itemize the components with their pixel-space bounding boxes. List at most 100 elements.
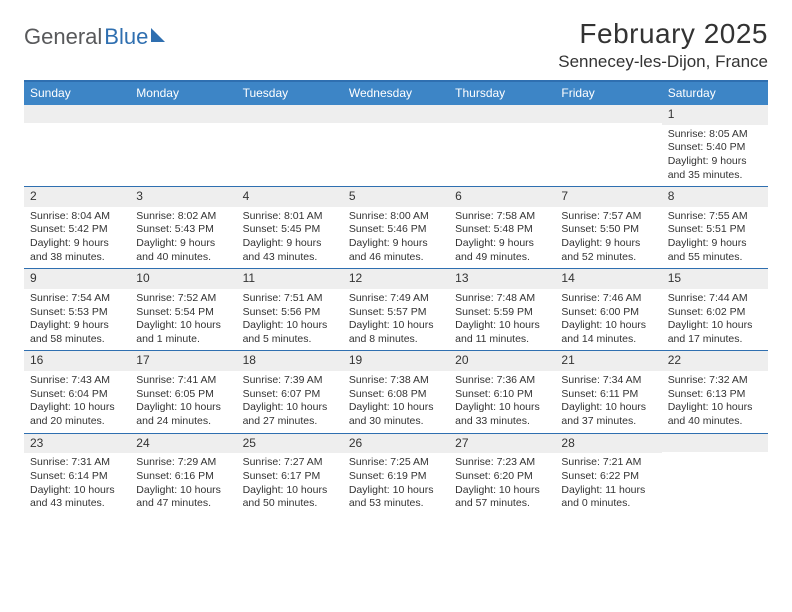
daylight-text: Daylight: 10 hours and 50 minutes.: [243, 484, 337, 511]
sunrise-text: Sunrise: 7:29 AM: [136, 456, 230, 470]
day-number: 11: [237, 269, 343, 289]
day-number: 13: [449, 269, 555, 289]
day-number: 24: [130, 434, 236, 454]
daylight-text: Daylight: 10 hours and 24 minutes.: [136, 401, 230, 428]
day-body: Sunrise: 7:49 AMSunset: 5:57 PMDaylight:…: [343, 289, 449, 351]
daylight-text: Daylight: 10 hours and 43 minutes.: [30, 484, 124, 511]
sunrise-text: Sunrise: 8:02 AM: [136, 210, 230, 224]
day-body: Sunrise: 7:57 AMSunset: 5:50 PMDaylight:…: [555, 207, 661, 269]
day-body: Sunrise: 7:29 AMSunset: 6:16 PMDaylight:…: [130, 453, 236, 515]
daylight-text: Daylight: 9 hours and 49 minutes.: [455, 237, 549, 264]
sunset-text: Sunset: 5:56 PM: [243, 306, 337, 320]
sunrise-text: Sunrise: 7:41 AM: [136, 374, 230, 388]
sunset-text: Sunset: 5:40 PM: [668, 141, 762, 155]
sunset-text: Sunset: 6:07 PM: [243, 388, 337, 402]
sunrise-text: Sunrise: 7:27 AM: [243, 456, 337, 470]
day-body: Sunrise: 8:00 AMSunset: 5:46 PMDaylight:…: [343, 207, 449, 269]
sunset-text: Sunset: 6:16 PM: [136, 470, 230, 484]
sunset-text: Sunset: 5:57 PM: [349, 306, 443, 320]
sunrise-text: Sunrise: 8:00 AM: [349, 210, 443, 224]
day-number: 23: [24, 434, 130, 454]
daylight-text: Daylight: 9 hours and 38 minutes.: [30, 237, 124, 264]
day-body: Sunrise: 7:25 AMSunset: 6:19 PMDaylight:…: [343, 453, 449, 515]
sunset-text: Sunset: 5:48 PM: [455, 223, 549, 237]
daylight-text: Daylight: 9 hours and 52 minutes.: [561, 237, 655, 264]
weekday-header: Thursday: [449, 82, 555, 105]
day-number: 10: [130, 269, 236, 289]
day-body: Sunrise: 7:46 AMSunset: 6:00 PMDaylight:…: [555, 289, 661, 351]
sunrise-text: Sunrise: 7:49 AM: [349, 292, 443, 306]
week-row: 16Sunrise: 7:43 AMSunset: 6:04 PMDayligh…: [24, 350, 768, 432]
day-number: 18: [237, 351, 343, 371]
day-body: Sunrise: 7:44 AMSunset: 6:02 PMDaylight:…: [662, 289, 768, 351]
sunrise-text: Sunrise: 7:48 AM: [455, 292, 549, 306]
daylight-text: Daylight: 10 hours and 47 minutes.: [136, 484, 230, 511]
week-row: 9Sunrise: 7:54 AMSunset: 5:53 PMDaylight…: [24, 268, 768, 350]
day-number: 4: [237, 187, 343, 207]
day-body: Sunrise: 8:04 AMSunset: 5:42 PMDaylight:…: [24, 207, 130, 269]
day-cell: 1Sunrise: 8:05 AMSunset: 5:40 PMDaylight…: [662, 105, 768, 186]
day-number: 27: [449, 434, 555, 454]
sunset-text: Sunset: 5:59 PM: [455, 306, 549, 320]
logo-word-1: General: [24, 24, 102, 50]
location-subtitle: Sennecey-les-Dijon, France: [558, 52, 768, 72]
day-cell: 26Sunrise: 7:25 AMSunset: 6:19 PMDayligh…: [343, 434, 449, 515]
day-body: Sunrise: 7:51 AMSunset: 5:56 PMDaylight:…: [237, 289, 343, 351]
sunset-text: Sunset: 6:17 PM: [243, 470, 337, 484]
weeks-container: 1Sunrise: 8:05 AMSunset: 5:40 PMDaylight…: [24, 105, 768, 515]
day-body: Sunrise: 7:38 AMSunset: 6:08 PMDaylight:…: [343, 371, 449, 433]
day-cell: 7Sunrise: 7:57 AMSunset: 5:50 PMDaylight…: [555, 187, 661, 268]
day-cell: [449, 105, 555, 186]
day-number: 3: [130, 187, 236, 207]
sunrise-text: Sunrise: 7:57 AM: [561, 210, 655, 224]
sunrise-text: Sunrise: 8:01 AM: [243, 210, 337, 224]
day-number: 20: [449, 351, 555, 371]
day-body: Sunrise: 8:05 AMSunset: 5:40 PMDaylight:…: [662, 125, 768, 187]
daylight-text: Daylight: 9 hours and 40 minutes.: [136, 237, 230, 264]
day-cell: 28Sunrise: 7:21 AMSunset: 6:22 PMDayligh…: [555, 434, 661, 515]
day-number: 26: [343, 434, 449, 454]
week-row: 23Sunrise: 7:31 AMSunset: 6:14 PMDayligh…: [24, 433, 768, 515]
day-body: Sunrise: 7:58 AMSunset: 5:48 PMDaylight:…: [449, 207, 555, 269]
daylight-text: Daylight: 10 hours and 37 minutes.: [561, 401, 655, 428]
day-body: Sunrise: 7:48 AMSunset: 5:59 PMDaylight:…: [449, 289, 555, 351]
sunrise-text: Sunrise: 7:38 AM: [349, 374, 443, 388]
day-number: [130, 105, 236, 123]
weekday-header: Saturday: [662, 82, 768, 105]
weekday-header: Wednesday: [343, 82, 449, 105]
day-body: Sunrise: 8:01 AMSunset: 5:45 PMDaylight:…: [237, 207, 343, 269]
day-number: 9: [24, 269, 130, 289]
daylight-text: Daylight: 11 hours and 0 minutes.: [561, 484, 655, 511]
sunrise-text: Sunrise: 7:51 AM: [243, 292, 337, 306]
day-body: Sunrise: 7:23 AMSunset: 6:20 PMDaylight:…: [449, 453, 555, 515]
day-number: 1: [662, 105, 768, 125]
logo-triangle-icon: [151, 28, 165, 42]
day-cell: 3 Sunrise: 8:02 AMSunset: 5:43 PMDaylight…: [130, 187, 236, 268]
daylight-text: Daylight: 10 hours and 1 minute.: [136, 319, 230, 346]
day-cell: 6Sunrise: 7:58 AMSunset: 5:48 PMDaylight…: [449, 187, 555, 268]
sunset-text: Sunset: 6:14 PM: [30, 470, 124, 484]
week-row: 1Sunrise: 8:05 AMSunset: 5:40 PMDaylight…: [24, 105, 768, 186]
day-number: 25: [237, 434, 343, 454]
sunrise-text: Sunrise: 7:52 AM: [136, 292, 230, 306]
weekday-header: Sunday: [24, 82, 130, 105]
day-number: 19: [343, 351, 449, 371]
day-cell: 22Sunrise: 7:32 AMSunset: 6:13 PMDayligh…: [662, 351, 768, 432]
sunrise-text: Sunrise: 7:21 AM: [561, 456, 655, 470]
daylight-text: Daylight: 10 hours and 33 minutes.: [455, 401, 549, 428]
sunset-text: Sunset: 6:22 PM: [561, 470, 655, 484]
sunset-text: Sunset: 5:42 PM: [30, 223, 124, 237]
day-number: 21: [555, 351, 661, 371]
day-cell: 17Sunrise: 7:41 AMSunset: 6:05 PMDayligh…: [130, 351, 236, 432]
day-cell: [555, 105, 661, 186]
day-cell: 9Sunrise: 7:54 AMSunset: 5:53 PMDaylight…: [24, 269, 130, 350]
day-cell: 18Sunrise: 7:39 AMSunset: 6:07 PMDayligh…: [237, 351, 343, 432]
sunset-text: Sunset: 5:43 PM: [136, 223, 230, 237]
day-cell: 14Sunrise: 7:46 AMSunset: 6:00 PMDayligh…: [555, 269, 661, 350]
sunrise-text: Sunrise: 7:34 AM: [561, 374, 655, 388]
sunset-text: Sunset: 5:50 PM: [561, 223, 655, 237]
day-cell: 16Sunrise: 7:43 AMSunset: 6:04 PMDayligh…: [24, 351, 130, 432]
daylight-text: Daylight: 10 hours and 5 minutes.: [243, 319, 337, 346]
day-number: [555, 105, 661, 123]
day-body: Sunrise: 7:39 AMSunset: 6:07 PMDaylight:…: [237, 371, 343, 433]
